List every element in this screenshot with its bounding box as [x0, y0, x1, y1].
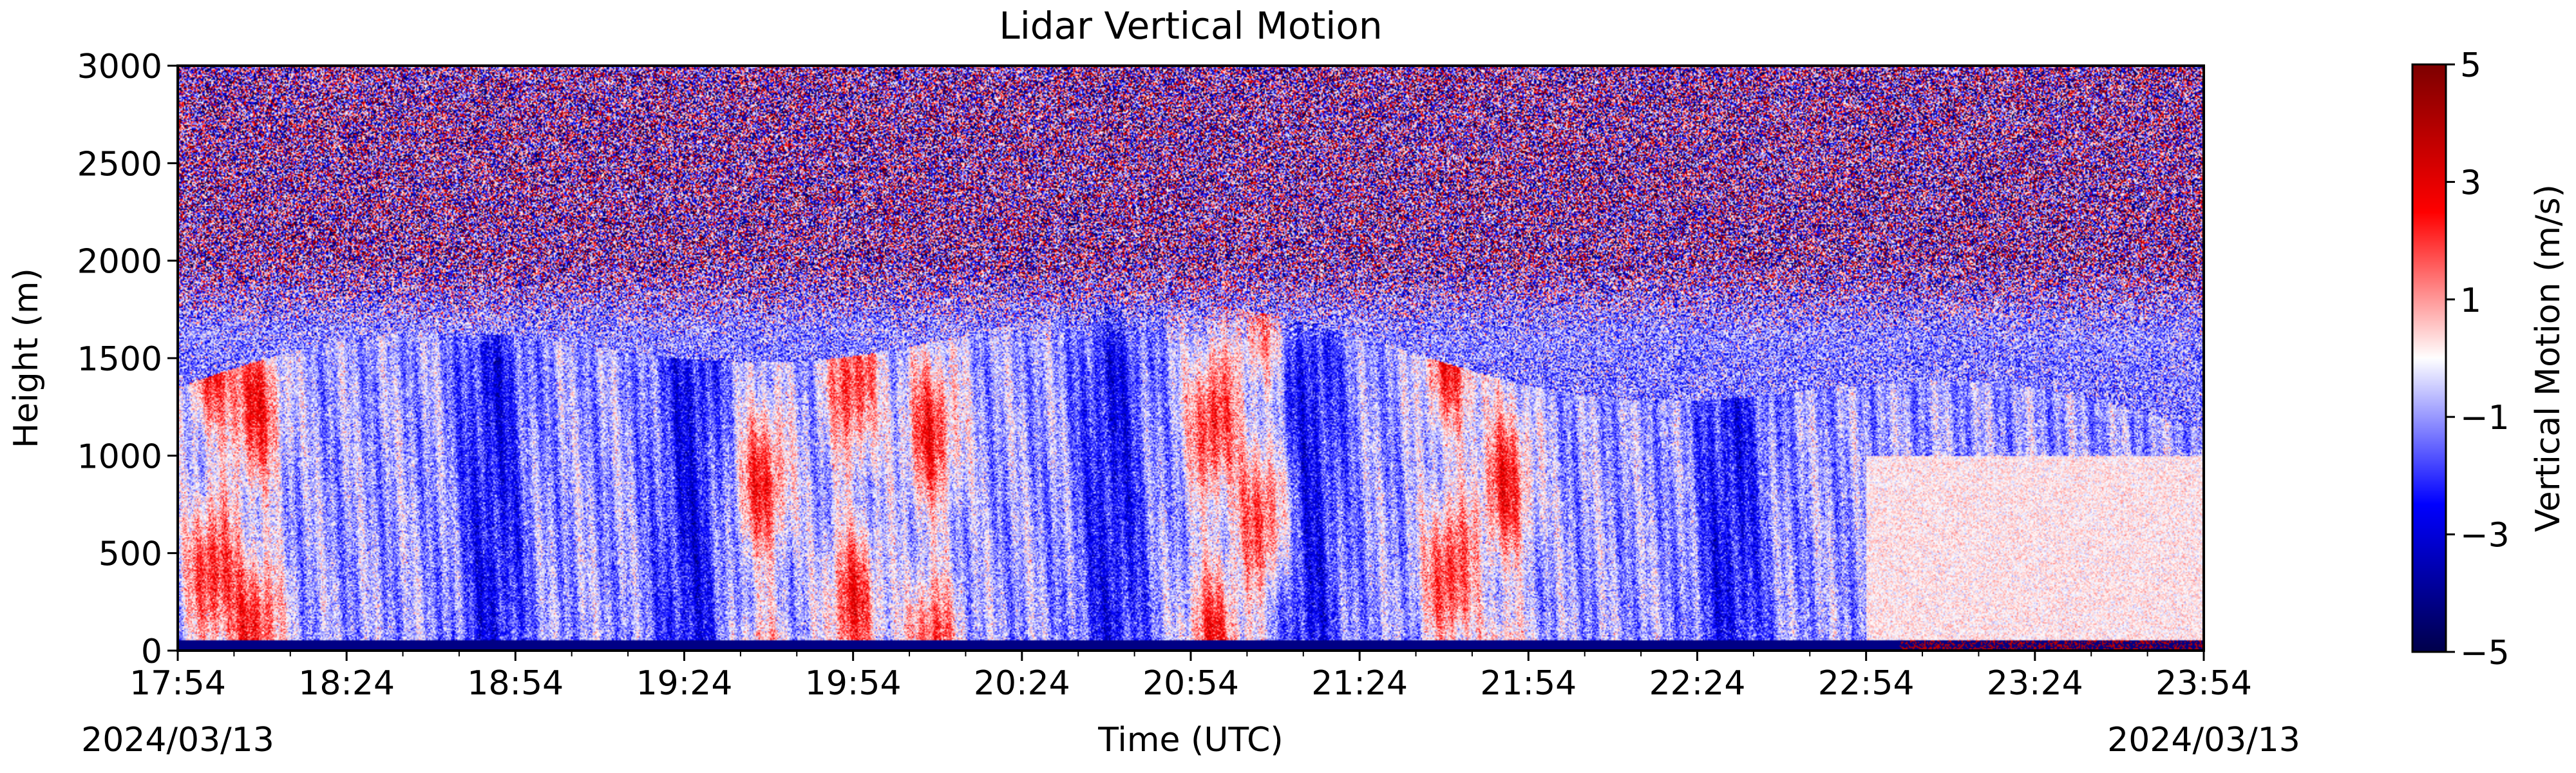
x-axis-ticks: 17:54 18:24 18:54 19:24 19:54 20:24 20:54 21:24… [129, 651, 2252, 703]
x-tick-label: 18:54 [467, 664, 564, 703]
colorbar-gradient [2412, 64, 2446, 652]
x-tick-label: 21:24 [1311, 664, 1408, 703]
y-axis-label: Height (m) [7, 268, 46, 448]
x-date-right: 2024/03/13 [2107, 721, 2300, 759]
x-tick-label: 22:54 [1818, 664, 1915, 703]
y-axis-ticks: 0 500 1000 1500 2000 2500 3000 [77, 48, 178, 671]
x-tick-label: 20:24 [974, 664, 1070, 703]
y-tick-label: 1500 [77, 340, 162, 379]
plot-frame [176, 64, 2205, 652]
colorbar-label: Vertical Motion (m/s) [2529, 184, 2568, 532]
x-tick-label: 19:24 [636, 664, 733, 703]
x-tick-label: 18:24 [298, 664, 395, 703]
x-tick-label: 20:54 [1142, 664, 1239, 703]
x-tick-label: 22:24 [1649, 664, 1746, 703]
x-tick-label: 23:54 [2155, 664, 2252, 703]
x-tick-label: 21:54 [1480, 664, 1577, 703]
x-tick-label: 17:54 [129, 664, 226, 703]
colorbar-tick-label: 3 [2460, 164, 2481, 202]
colorbar-tick-label: −1 [2460, 399, 2510, 437]
y-tick-label: 2000 [77, 243, 162, 282]
colorbar-tick-label: −5 [2460, 634, 2510, 673]
y-tick-label: 1000 [77, 437, 162, 476]
y-tick-label: 3000 [77, 48, 162, 86]
x-date-left: 2024/03/13 [81, 721, 274, 759]
heatmap-image [178, 66, 2204, 651]
colorbar-ticks: 5 3 1 −1 −3 −5 [2446, 46, 2510, 673]
x-tick-label: 23:24 [1987, 664, 2083, 703]
x-axis-label: Time (UTC) [1097, 721, 1283, 759]
colorbar-tick-label: −3 [2460, 517, 2510, 555]
chart-title: Lidar Vertical Motion [999, 4, 1382, 48]
x-axis-minor-ticks [233, 651, 2148, 656]
y-tick-label: 0 [141, 633, 162, 671]
x-tick-label: 19:54 [805, 664, 902, 703]
colorbar-frame [2411, 63, 2447, 653]
y-tick-label: 2500 [77, 145, 162, 184]
colorbar-tick-label: 1 [2460, 282, 2481, 320]
y-tick-label: 500 [99, 535, 162, 574]
colorbar-tick-label: 5 [2460, 46, 2481, 85]
